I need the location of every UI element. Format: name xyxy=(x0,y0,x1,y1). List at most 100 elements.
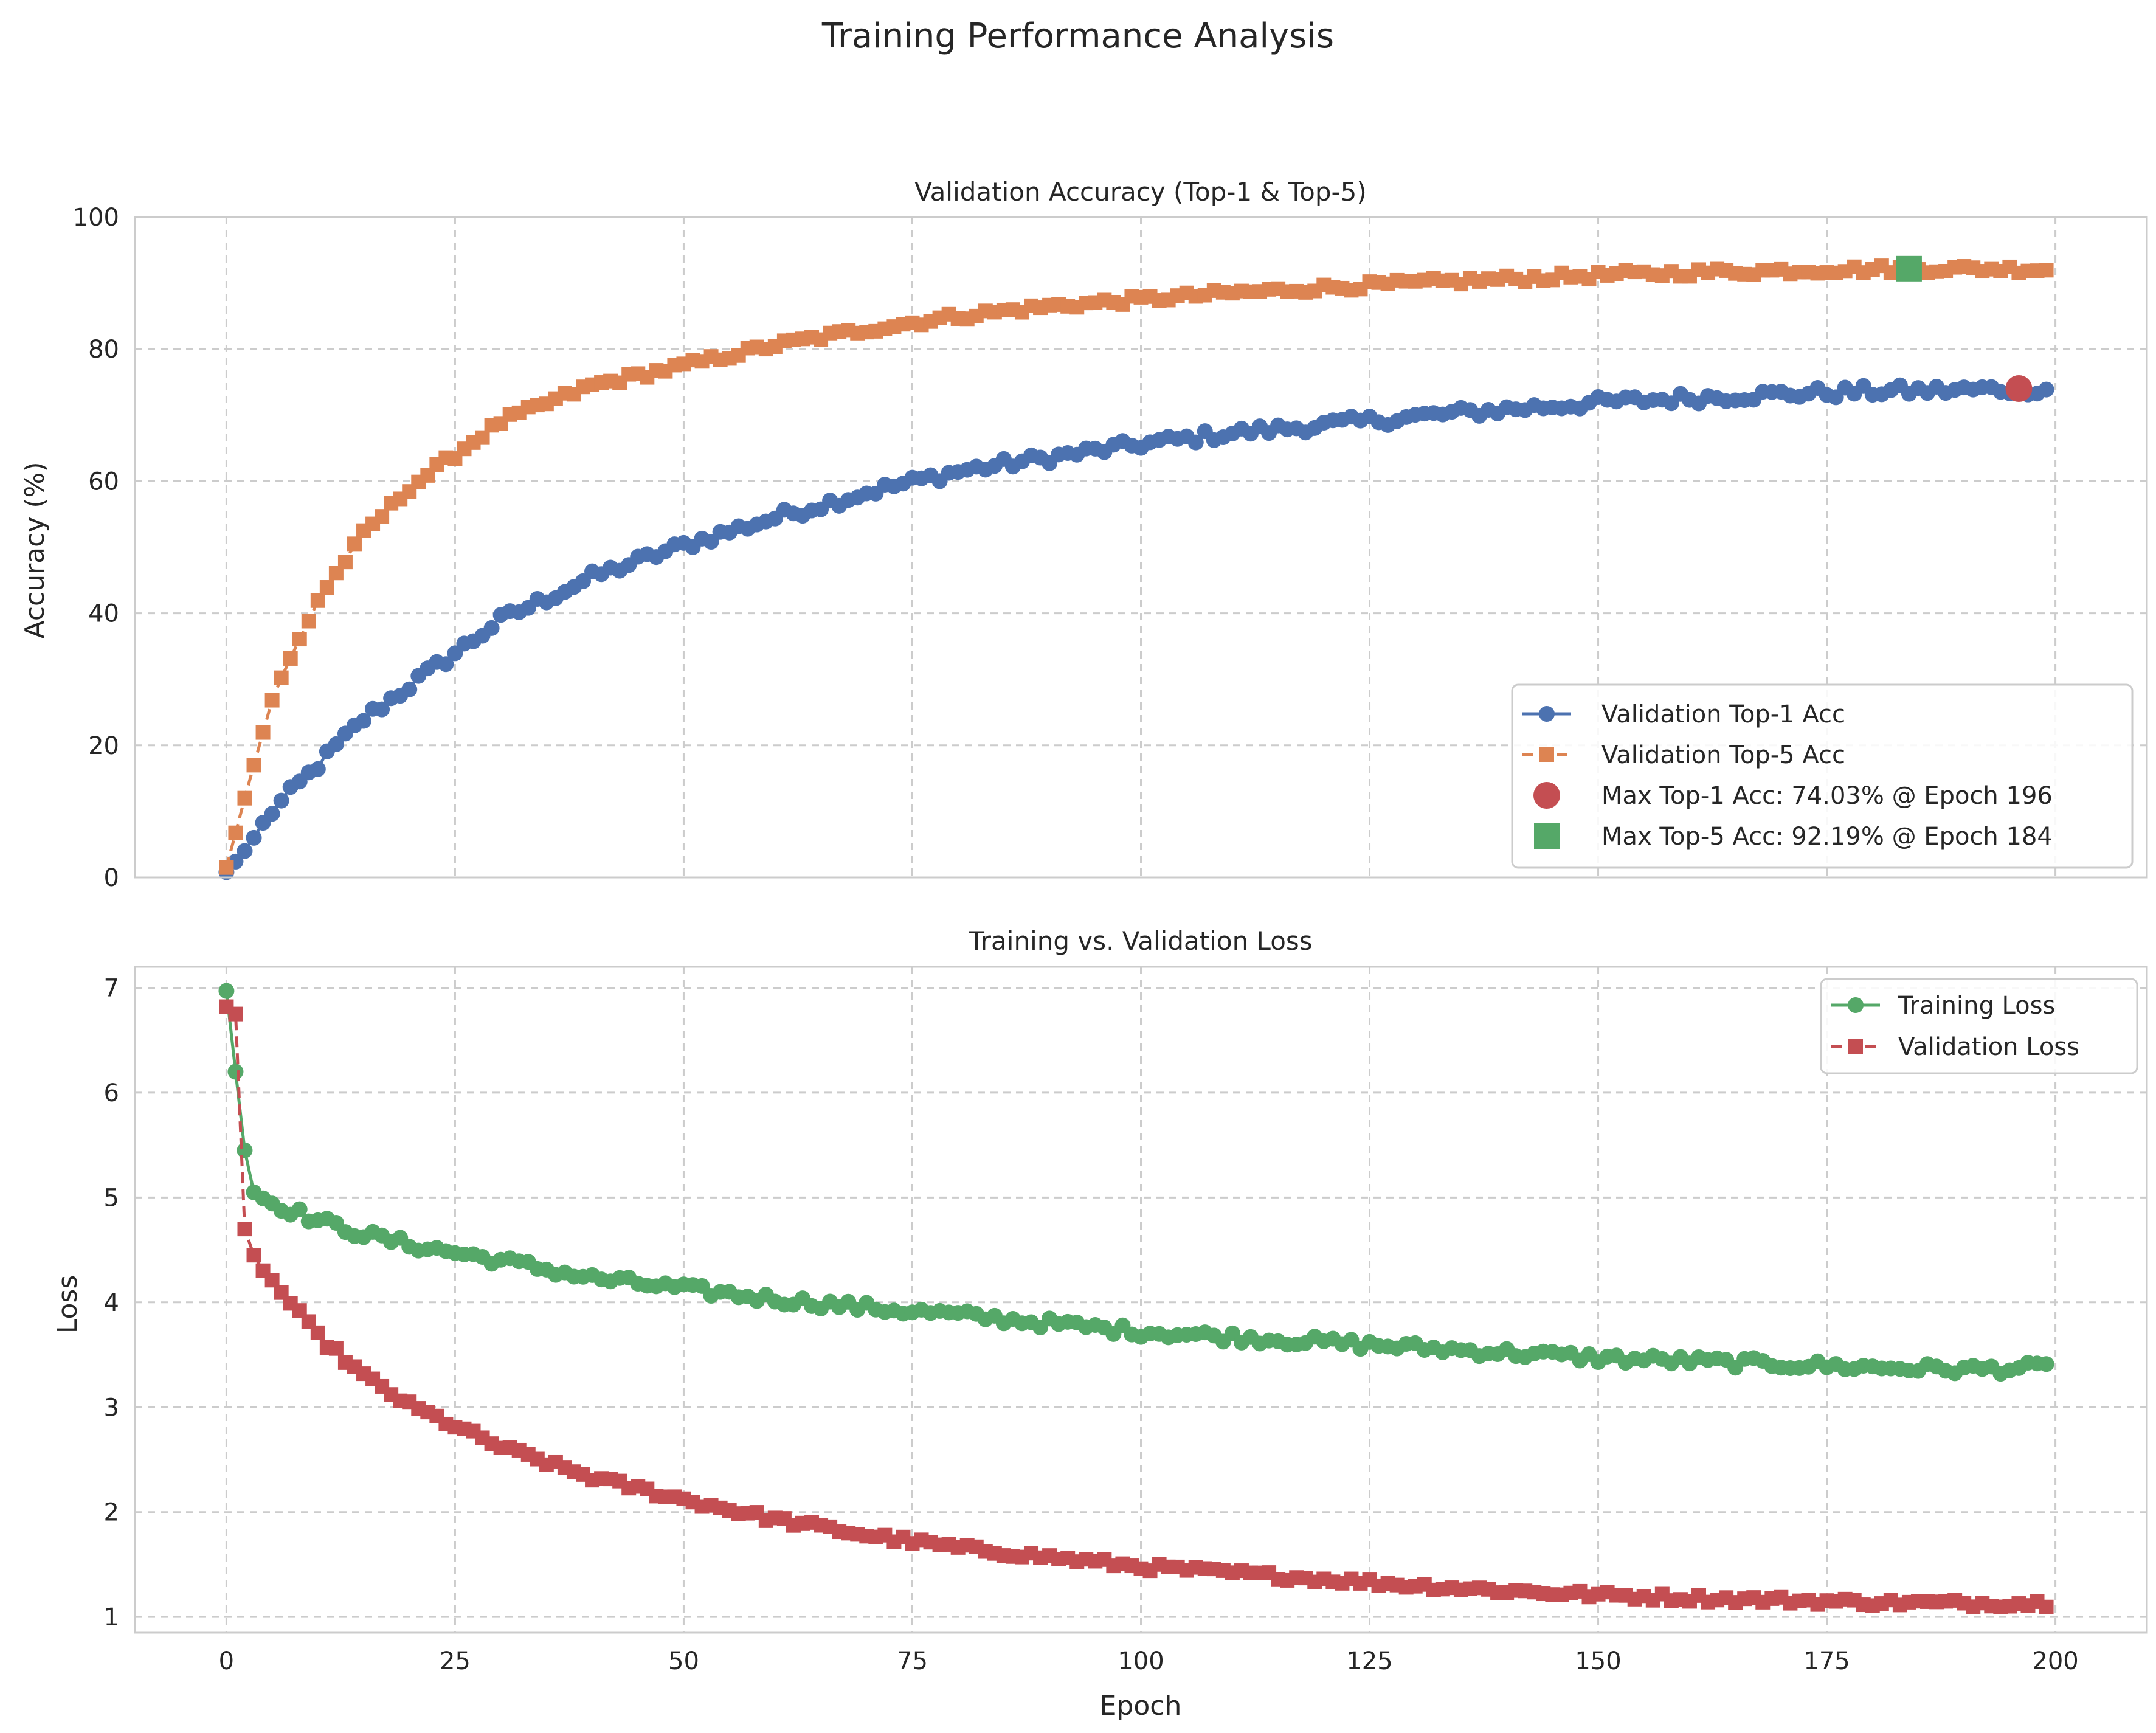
data-point xyxy=(246,758,261,773)
y-tick-label: 100 xyxy=(73,204,119,232)
y-tick-label: 2 xyxy=(104,1499,119,1527)
data-point xyxy=(483,620,500,636)
data-point xyxy=(255,725,271,740)
data-point xyxy=(319,580,334,595)
y-tick-label: 3 xyxy=(104,1394,119,1422)
data-point xyxy=(237,1142,253,1158)
legend-max-top1-marker xyxy=(1533,782,1560,809)
x-tick-label: 25 xyxy=(440,1647,471,1675)
series-line xyxy=(225,1005,2047,1609)
legend-train-loss-marker xyxy=(1848,997,1864,1013)
legend-val-loss-marker xyxy=(1848,1039,1863,1054)
data-point xyxy=(283,651,298,666)
data-point xyxy=(219,860,234,875)
y-tick-label: 60 xyxy=(88,468,119,496)
data-point xyxy=(237,1222,252,1237)
data-point xyxy=(2039,1599,2054,1614)
data-point xyxy=(227,1064,244,1080)
loss-legend: Training Loss Validation Loss xyxy=(1820,978,2138,1074)
accuracy-panel: Validation Accuracy (Top-1 & Top-5) Accu… xyxy=(19,177,2148,892)
accuracy-series xyxy=(218,255,2054,880)
x-tick-label: 75 xyxy=(897,1647,928,1675)
data-point xyxy=(291,1201,308,1217)
legend-top5-label: Validation Top-5 Acc xyxy=(1601,741,1845,769)
x-tick-label: 0 xyxy=(219,1647,234,1675)
loss-ticks: 0 25 50 75 100 125 150 175 200 1 2 3 4 5 6 7 xyxy=(104,974,2079,1675)
data-point xyxy=(347,536,362,552)
data-point xyxy=(274,670,289,685)
accuracy-y-axis-label: Accuracy (%) xyxy=(19,462,50,638)
max-top5-point xyxy=(1896,255,1922,282)
data-point xyxy=(2038,381,2054,398)
data-point xyxy=(328,1341,344,1356)
loss-chart-title: Training vs. Validation Loss xyxy=(968,926,1312,956)
loss-x-axis-label: Epoch xyxy=(1100,1690,1182,1721)
accuracy-legend: Validation Top-1 Acc Validation Top-5 Ac… xyxy=(1511,683,2134,869)
y-tick-label: 40 xyxy=(88,600,119,628)
legend-max-top5-marker xyxy=(1534,823,1560,849)
data-point xyxy=(438,656,454,673)
data-point xyxy=(375,509,390,524)
y-tick-label: 7 xyxy=(104,974,119,1002)
accuracy-legend-box xyxy=(1511,683,2134,869)
legend-top1-marker xyxy=(1539,706,1555,722)
data-point xyxy=(228,825,243,840)
y-tick-label: 6 xyxy=(104,1079,119,1107)
loss-legend-box xyxy=(1820,978,2138,1074)
x-tick-label: 200 xyxy=(2032,1647,2078,1675)
loss-series xyxy=(218,983,2054,1614)
data-point xyxy=(246,1248,261,1263)
legend-train-loss-label: Training Loss xyxy=(1898,992,2055,1020)
data-point xyxy=(401,681,418,697)
data-point xyxy=(337,555,353,570)
data-point xyxy=(475,430,490,445)
figure-title: Training Performance Analysis xyxy=(821,16,1334,56)
loss-grid xyxy=(135,967,2147,1633)
y-tick-label: 0 xyxy=(104,864,119,892)
legend-max-top5-label: Max Top-5 Acc: 92.19% @ Epoch 184 xyxy=(1601,823,2053,851)
legend-top5-marker xyxy=(1539,747,1554,762)
legend-top1-label: Validation Top-1 Acc xyxy=(1601,700,1845,728)
loss-y-axis-label: Loss xyxy=(52,1275,83,1334)
data-point xyxy=(264,693,280,708)
data-point xyxy=(2039,263,2054,278)
loss-panel: Training vs. Validation Loss Loss Epoch … xyxy=(52,926,2148,1721)
x-tick-label: 100 xyxy=(1118,1647,1164,1675)
legend-max-top1-label: Max Top-1 Acc: 74.03% @ Epoch 196 xyxy=(1601,782,2053,810)
y-tick-label: 5 xyxy=(104,1184,119,1212)
accuracy-ticks: 0 20 40 60 80 100 xyxy=(73,204,119,892)
x-tick-label: 50 xyxy=(668,1647,699,1675)
data-point xyxy=(1187,434,1204,451)
max-top1-point xyxy=(2005,375,2033,403)
data-point xyxy=(310,1325,325,1340)
data-point xyxy=(228,1006,243,1022)
x-tick-label: 125 xyxy=(1346,1647,1392,1675)
y-tick-label: 80 xyxy=(88,336,119,364)
x-tick-label: 175 xyxy=(1803,1647,1850,1675)
accuracy-axes-frame xyxy=(134,216,2148,879)
data-point xyxy=(309,761,326,777)
data-point xyxy=(273,792,289,809)
accuracy-chart-title: Validation Accuracy (Top-1 & Top-5) xyxy=(914,177,1367,207)
legend-val-loss-label: Validation Loss xyxy=(1898,1033,2079,1061)
data-point xyxy=(264,1273,280,1288)
data-point xyxy=(246,829,262,846)
data-point xyxy=(2038,1356,2054,1372)
x-tick-label: 150 xyxy=(1575,1647,1621,1675)
loss-axes-frame xyxy=(134,966,2148,1634)
data-point xyxy=(218,983,235,999)
data-point xyxy=(264,806,280,822)
data-point xyxy=(356,713,372,729)
data-point xyxy=(301,614,316,629)
data-point xyxy=(374,701,390,718)
data-point xyxy=(310,593,325,608)
data-point xyxy=(292,632,307,647)
y-tick-label: 20 xyxy=(88,732,119,760)
data-point xyxy=(237,843,253,859)
series-line xyxy=(224,991,2047,1375)
data-point xyxy=(237,790,252,806)
y-tick-label: 1 xyxy=(104,1603,119,1631)
data-point xyxy=(328,736,344,752)
y-tick-label: 4 xyxy=(104,1289,119,1317)
